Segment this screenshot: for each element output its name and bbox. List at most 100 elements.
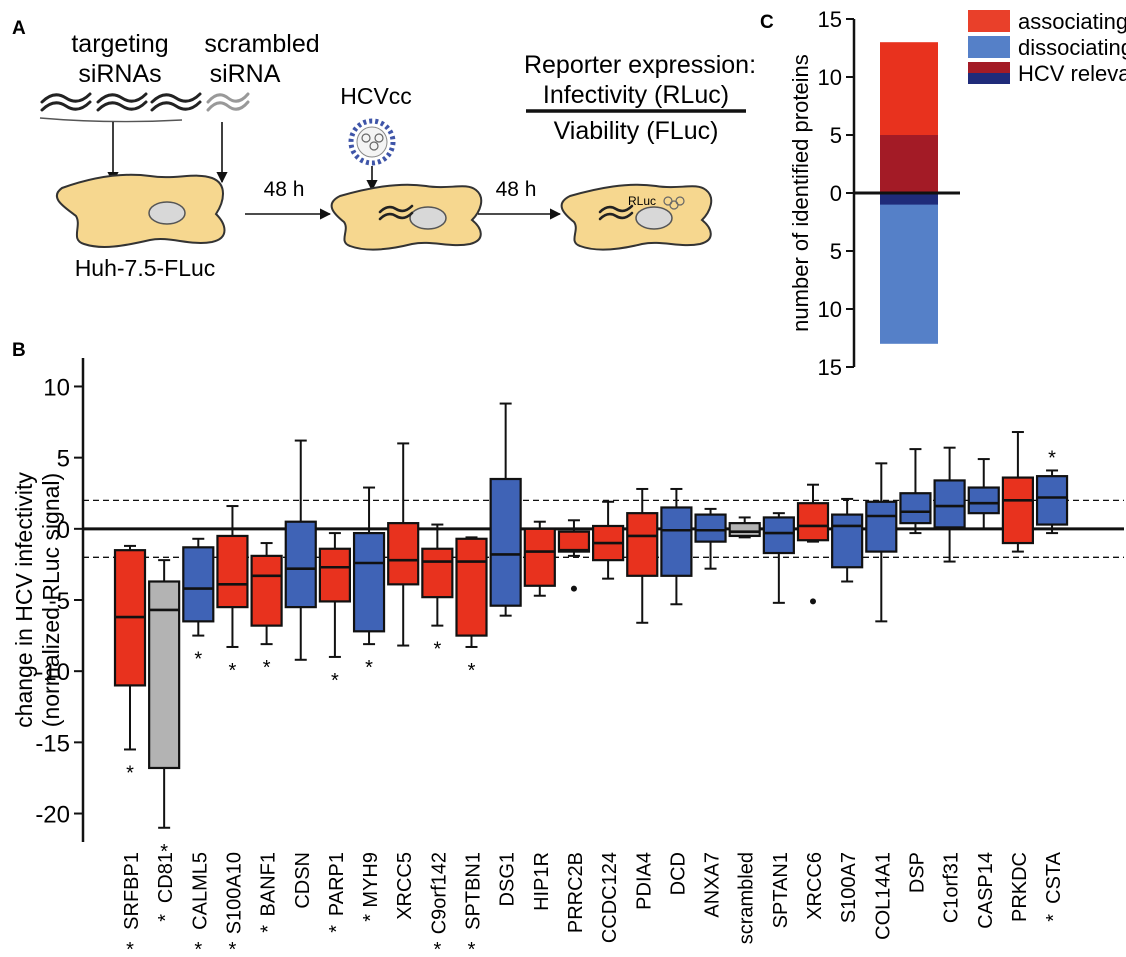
box-COL14A1 — [865, 462, 898, 623]
sirna-icon — [598, 204, 634, 221]
panel-b-label: B — [12, 340, 26, 361]
reporter-denominator: Viability (FLuc) — [554, 117, 719, 145]
box-HIP1R — [523, 520, 556, 597]
c-y-tick-label: 10 — [818, 297, 842, 322]
category-label-HIP1R: HIP1R — [531, 852, 553, 911]
legend-swatch-associating — [968, 10, 1010, 32]
box-PRKDC — [1001, 431, 1035, 553]
box-iqr — [421, 547, 454, 599]
box-ANXA7 — [694, 507, 727, 570]
category-label-DSG1: DSG1 — [497, 852, 519, 906]
category-label-PRKDC: PRKDC — [1009, 852, 1031, 922]
box-iqr — [1035, 475, 1069, 526]
box-DSG1 — [489, 402, 522, 617]
box-iqr — [694, 513, 727, 543]
legend-swatch-dissociating — [968, 36, 1010, 58]
scrambled-sirna-icon — [206, 92, 250, 112]
category-label-CASP14: CASP14 — [975, 852, 997, 929]
significance-star: * — [258, 925, 280, 933]
cell-line-label: Huh-7.5-FLuc — [75, 255, 216, 281]
significance-star: * — [433, 939, 441, 957]
category-label-XRCC6: XRCC6 — [804, 852, 826, 920]
b-y-tick-label: -5 — [49, 588, 70, 615]
box-scrambled — [728, 516, 761, 539]
box-iqr — [831, 513, 864, 569]
panel-a-schematic: A targeting siRNAs scrambled siRNA Huh-7… — [12, 18, 756, 281]
b-y-tick-label: -10 — [35, 659, 70, 686]
box-CALML5 — [182, 537, 215, 637]
box-PRRC2B — [557, 519, 591, 557]
c-y-axis-label: number of identified proteins — [788, 54, 813, 332]
targeting-label-line2: siRNAs — [78, 60, 161, 88]
category-label-CALML5: CALML5 — [189, 852, 211, 930]
significance-star: * — [194, 939, 202, 957]
virus-label: HCVcc — [340, 83, 412, 109]
c-y-tick-label: 10 — [818, 65, 842, 90]
panel-c-label: C — [760, 12, 774, 33]
category-label-PDIA4: PDIA4 — [633, 852, 655, 910]
box-XRCC5 — [387, 442, 420, 647]
b-y-tick-label: -20 — [35, 802, 70, 829]
time-label-2: 48 h — [496, 178, 537, 201]
virus-icon — [348, 118, 396, 166]
box-iqr — [182, 546, 215, 623]
category-label-PARP1: PARP1 — [326, 852, 348, 916]
significance-star: * — [326, 925, 348, 933]
box-iqr — [387, 522, 420, 586]
box-iqr — [523, 527, 556, 587]
category-label-COL14A1: COL14A1 — [872, 852, 894, 940]
scrambled-label-line2: siRNA — [210, 60, 281, 88]
b-y-tick-label: 10 — [43, 374, 70, 401]
box-CD81 — [148, 559, 181, 829]
box-iqr — [660, 506, 693, 577]
box-outlier — [570, 585, 577, 592]
reporter-numerator: Infectivity (RLuc) — [543, 81, 729, 109]
box-iqr — [865, 500, 898, 553]
category-label-S100A7: S100A7 — [838, 852, 860, 923]
rluc-tag: RLuc — [628, 194, 656, 208]
box-iqr — [250, 554, 283, 627]
legend-label: associating — [1018, 9, 1126, 34]
significance-star: * — [194, 649, 202, 671]
box-iqr — [796, 502, 830, 542]
significance-star: * — [263, 657, 271, 679]
category-label-MYH9: MYH9 — [360, 852, 382, 908]
virus-particles-icon — [663, 196, 685, 210]
bar-hcv-relevant-associating — [880, 135, 938, 193]
significance-star: * — [365, 657, 373, 679]
category-label-S100A10: S100A10 — [223, 852, 245, 934]
significance-star: * — [360, 914, 382, 922]
nucleus-icon — [635, 206, 673, 230]
significance-star: * — [229, 660, 237, 682]
category-label-C9orf142: C9orf142 — [428, 852, 450, 934]
box-iqr — [1001, 476, 1035, 545]
c-y-tick-label: 15 — [818, 355, 842, 380]
category-label-PRRC2B: PRRC2B — [565, 852, 587, 933]
significance-star: * — [1043, 914, 1065, 922]
scrambled-label-line1: scrambled — [204, 30, 319, 58]
category-label-CDSN: CDSN — [292, 852, 314, 909]
significance-star: * — [331, 670, 339, 692]
brace-line — [39, 117, 183, 123]
panel-a-label: A — [12, 18, 26, 39]
category-label-BANF1: BANF1 — [258, 852, 280, 916]
box-XRCC6 — [796, 483, 830, 543]
box-DSP — [899, 448, 932, 535]
category-label-SPTAN1: SPTAN1 — [770, 852, 792, 928]
box-DCD — [660, 487, 693, 606]
category-label-XRCC5: XRCC5 — [394, 852, 416, 920]
box-iqr — [762, 516, 795, 555]
significance-star: * — [433, 639, 441, 661]
box-iqr — [148, 580, 181, 770]
c-y-tick-label: 15 — [818, 7, 842, 32]
significance-star: * — [229, 939, 237, 957]
box-iqr — [899, 492, 932, 525]
box-iqr — [557, 530, 591, 553]
box-S100A10 — [216, 505, 249, 648]
significance-star: * — [1048, 447, 1056, 469]
category-label-CCDC124: CCDC124 — [599, 852, 621, 943]
box-outlier — [810, 598, 816, 605]
b-y-tick-label: 0 — [57, 517, 70, 544]
